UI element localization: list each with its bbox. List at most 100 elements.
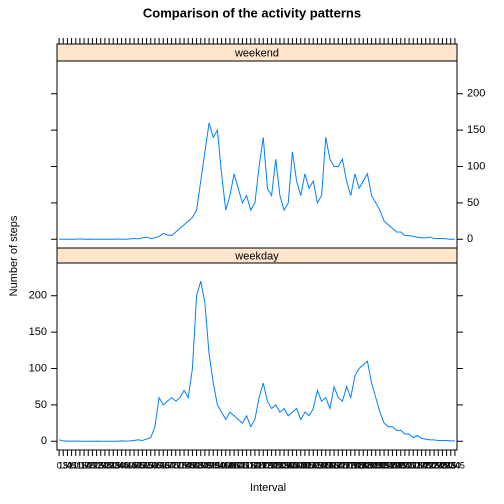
- x-tick-label: 2315: [437, 460, 457, 470]
- x-tick-label: 2015: [387, 460, 407, 470]
- x-tick-label: 1600: [316, 460, 336, 470]
- x-tick-label: 1245: [262, 460, 282, 470]
- x-tick-label: 1615: [320, 460, 340, 470]
- x-tick-label: 100: [68, 460, 83, 470]
- x-tick-label: 2100: [399, 460, 419, 470]
- x-tick-label: 2000: [382, 460, 402, 470]
- x-tick-label: 2245: [428, 460, 448, 470]
- x-tick-label: 1215: [253, 460, 273, 470]
- x-tick-label: 1130: [241, 460, 260, 470]
- x-tick-label: 45: [67, 460, 77, 470]
- x-tick-label: 1145: [245, 460, 264, 470]
- x-tick-label: 2330: [441, 460, 461, 470]
- x-tick-label: 1515: [303, 460, 323, 470]
- x-tick-label: 1415: [287, 460, 307, 470]
- line: [58, 281, 455, 442]
- y-tick-label: 150: [29, 326, 47, 338]
- x-tick-label: 600: [152, 460, 167, 470]
- y-tick-label: 100: [29, 362, 47, 374]
- x-tick-label: 900: [202, 460, 217, 470]
- x-tick-label: 615: [156, 460, 171, 470]
- line: [59, 122, 455, 240]
- x-tick-label: 530: [143, 460, 158, 470]
- y-tick-label: 200: [467, 88, 485, 100]
- x-axis-label: Interval: [250, 482, 286, 494]
- x-tick-label: 215: [89, 460, 104, 470]
- x-tick-label: 1700: [332, 460, 352, 470]
- x-tick-label: 345: [114, 460, 129, 470]
- x-tick-label: 500: [135, 460, 150, 470]
- x-tick-label: 1400: [282, 460, 302, 470]
- x-tick-label: 745: [181, 460, 196, 470]
- x-tick-label: 2230: [424, 460, 444, 470]
- x-tick-label: 1930: [374, 460, 394, 470]
- y-tick-label: 0: [467, 233, 473, 245]
- x-tick-label: 1715: [337, 460, 357, 470]
- x-tick-label: 2300: [432, 460, 452, 470]
- x-tick-label: 545: [147, 460, 162, 470]
- x-tick-label: 715: [172, 460, 187, 470]
- strip-label: weekend: [234, 47, 279, 59]
- x-tick-label: 915: [206, 460, 221, 470]
- x-tick-label: 945: [214, 460, 229, 470]
- x-tick-label: 200: [85, 460, 100, 470]
- x-tick-label: 415: [122, 460, 137, 470]
- x-tick-label: 400: [118, 460, 133, 470]
- x-tick-label: 1115: [237, 460, 256, 470]
- x-tick-label: 930: [210, 460, 225, 470]
- x-tick-label: 1745: [345, 460, 365, 470]
- x-tick-label: 1630: [324, 460, 344, 470]
- x-tick-label: 1230: [257, 460, 277, 470]
- x-tick-label: 1100: [233, 460, 252, 470]
- x-tick-label: 1045: [228, 460, 248, 470]
- x-tick-label: 2030: [391, 460, 411, 470]
- x-tick-label: 0: [57, 460, 62, 470]
- x-tick-label: 1800: [349, 460, 369, 470]
- y-tick-label: 50: [35, 399, 47, 411]
- x-tick-label: 1915: [370, 460, 390, 470]
- y-tick-label: 100: [467, 160, 485, 172]
- x-tick-label: 315: [106, 460, 121, 470]
- x-tick-label: 2200: [416, 460, 436, 470]
- x-tick-label: 1430: [291, 460, 311, 470]
- panel: [56, 262, 458, 451]
- x-tick-label: 300: [102, 460, 117, 470]
- x-tick-label: 1645: [328, 460, 348, 470]
- x-tick-label: 445: [131, 460, 146, 470]
- x-tick-label: 2045: [395, 460, 415, 470]
- x-tick-label: 630: [160, 460, 175, 470]
- x-tick-label: 1000: [216, 460, 236, 470]
- x-tick-label: 1545: [312, 460, 332, 470]
- panel: [56, 60, 458, 249]
- y-axis-label: Number of steps: [8, 215, 20, 296]
- x-tick-label: 645: [164, 460, 179, 470]
- x-tick-label: 1815: [353, 460, 373, 470]
- x-tick-label: 730: [177, 460, 192, 470]
- x-tick-label: 1500: [299, 460, 319, 470]
- strip-label: weekday: [234, 250, 279, 262]
- x-tick-label: 230: [93, 460, 108, 470]
- x-tick-label: 130: [77, 460, 92, 470]
- x-tick-label: 1900: [366, 460, 386, 470]
- x-tick-label: 2130: [407, 460, 427, 470]
- y-tick-label: 200: [29, 290, 47, 302]
- x-tick-label: 2215: [420, 460, 440, 470]
- x-tick-label: 1730: [341, 460, 361, 470]
- x-tick-label: 145: [81, 460, 96, 470]
- y-tick-label: 0: [41, 435, 47, 447]
- x-tick-label: 845: [197, 460, 212, 470]
- x-tick-label: 1530: [307, 460, 327, 470]
- x-tick-label: 15: [58, 460, 68, 470]
- x-tick-label: 830: [193, 460, 208, 470]
- x-tick-label: 1200: [249, 460, 269, 470]
- x-tick-label: 30: [62, 460, 72, 470]
- x-tick-label: 2345: [445, 460, 465, 470]
- x-tick-label: 115: [73, 460, 87, 470]
- x-tick-label: 1830: [357, 460, 377, 470]
- x-tick-label: 1030: [224, 460, 244, 470]
- chart-title: Comparison of the activity patterns: [143, 5, 361, 20]
- x-tick-label: 2115: [404, 460, 423, 470]
- y-tick-label: 150: [467, 124, 485, 136]
- x-tick-label: 1345: [278, 460, 298, 470]
